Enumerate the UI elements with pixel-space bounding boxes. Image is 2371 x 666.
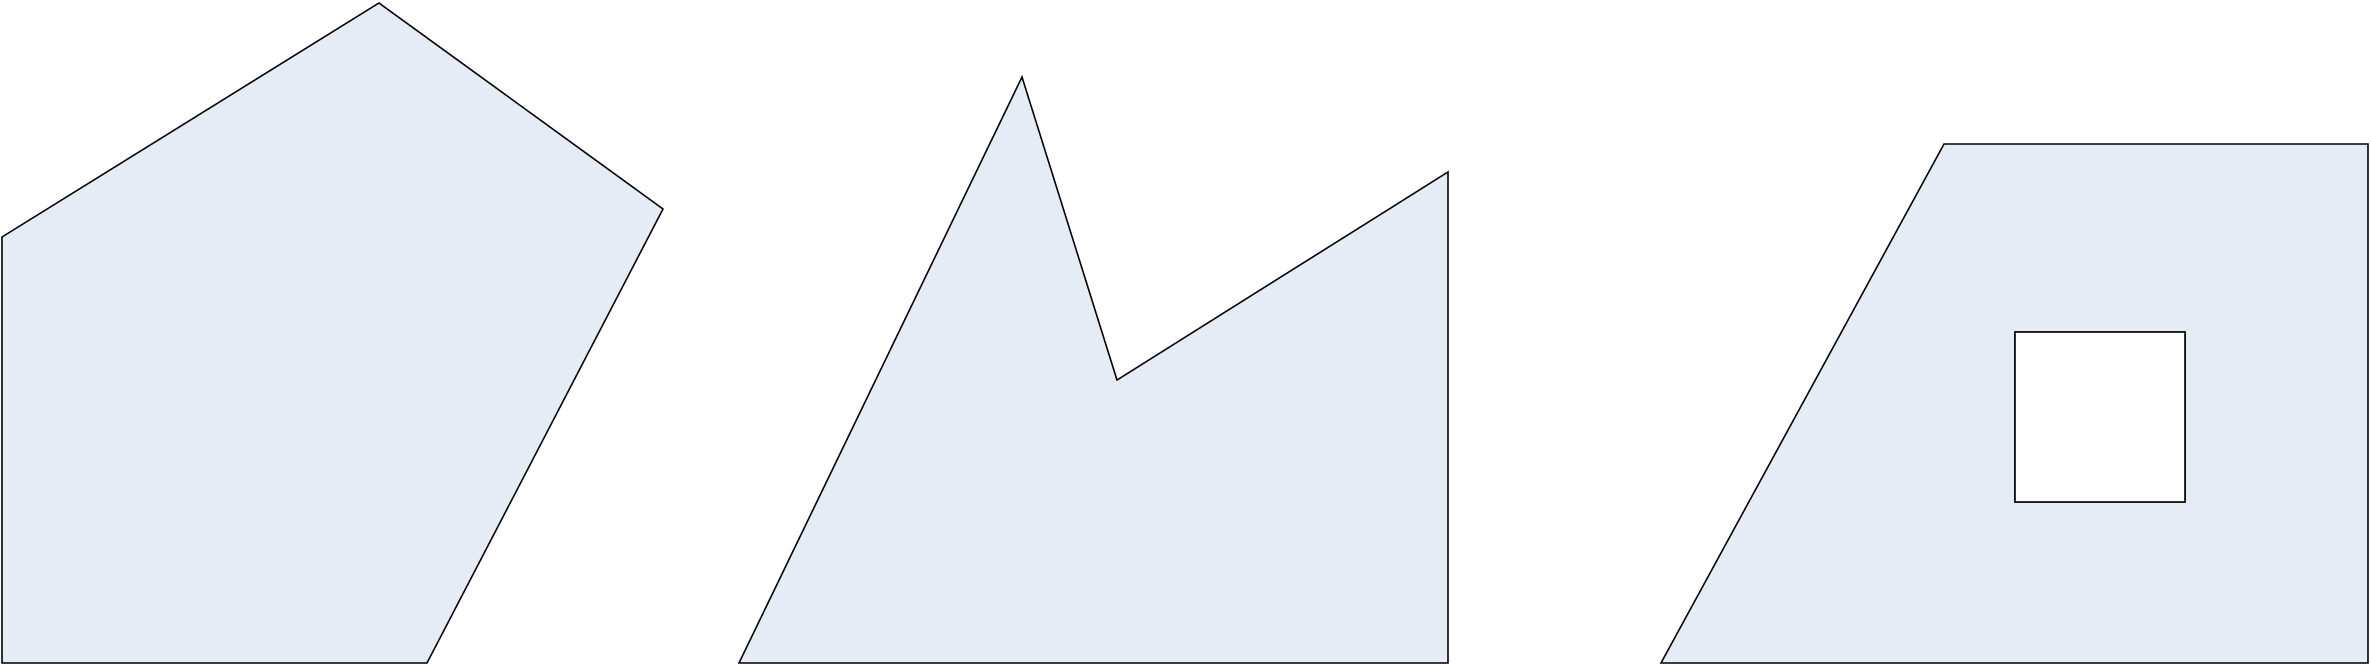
concave-polygon-shape [737, 74, 1449, 664]
pentagon-shape [1, 2, 665, 664]
square-hole [2014, 331, 2186, 503]
